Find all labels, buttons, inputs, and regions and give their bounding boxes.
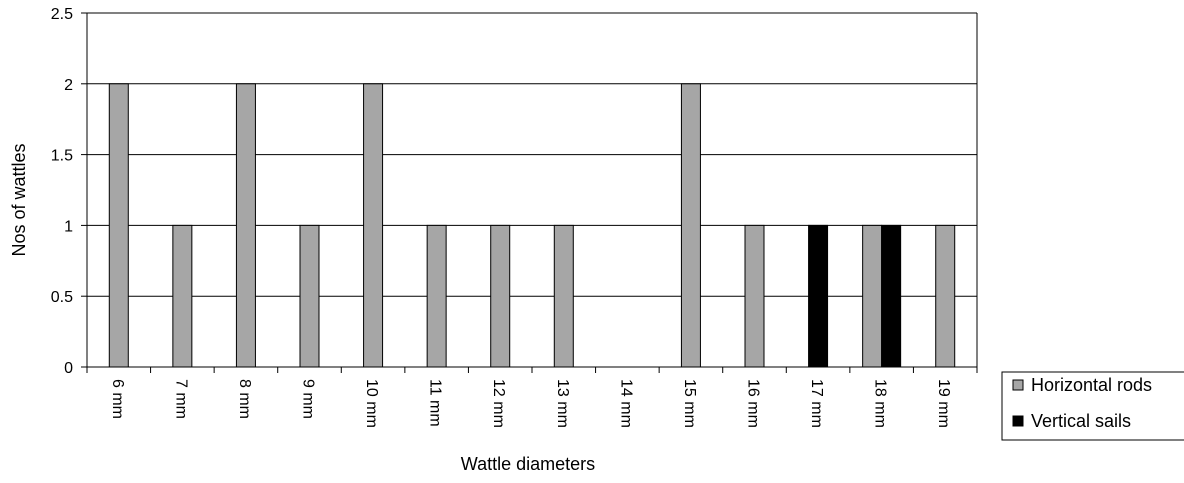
legend-swatch-vertical-sails: [1012, 415, 1024, 427]
x-tick-label: 10 mm: [363, 379, 380, 428]
x-tick-label: 7 mm: [172, 379, 189, 419]
x-tick-label: 13 mm: [554, 379, 571, 428]
x-axis-title: Wattle diameters: [461, 454, 595, 474]
legend-label-vertical-sails: Vertical sails: [1031, 411, 1131, 431]
x-tick-label: 8 mm: [236, 379, 253, 419]
gridlines: [87, 12, 977, 297]
bar-horizontal-rods: [235, 83, 256, 368]
bar-horizontal-rods: [299, 224, 320, 368]
bar-vertical-sails: [808, 224, 829, 368]
y-axis-title: Nos of wattles: [9, 143, 29, 256]
y-tick-label: 2: [64, 77, 73, 94]
x-tick-labels: 6 mm 7 mm 8 mm 9 mm 10 mm 11 mm 12 mm 13 mm 14 m…: [109, 379, 952, 428]
legend: Horizontal rods Vertical sails: [1001, 371, 1184, 441]
x-tick-label: 17 mm: [808, 379, 825, 428]
bar-horizontal-rods: [108, 83, 129, 368]
y-tick-label: 0: [64, 360, 73, 377]
legend-swatch-horizontal-rods: [1012, 379, 1024, 391]
bar-horizontal-rods: [935, 224, 956, 368]
x-tick-label: 9 mm: [300, 379, 317, 419]
bar-horizontal-rods: [553, 224, 574, 368]
x-tick-label: 19 mm: [935, 379, 952, 428]
legend-label-horizontal-rods: Horizontal rods: [1031, 375, 1152, 395]
bar-horizontal-rods: [172, 224, 193, 368]
x-tick-label: 16 mm: [745, 379, 762, 428]
bar-horizontal-rods: [862, 224, 883, 368]
bar-horizontal-rods: [680, 83, 701, 368]
bar-horizontal-rods: [426, 224, 447, 368]
x-tick-label: 18 mm: [872, 379, 889, 428]
bar-horizontal-rods: [363, 83, 384, 368]
bar-horizontal-rods: [490, 224, 511, 368]
x-tick-label: 14 mm: [617, 379, 634, 428]
y-tick-label: 1.5: [51, 148, 73, 165]
bar-vertical-sails: [881, 224, 902, 368]
axes: [86, 13, 978, 373]
y-tick-label: 2.5: [51, 6, 73, 23]
y-tick-label: 1: [64, 218, 73, 235]
bar-horizontal-rods: [744, 224, 765, 368]
x-tick-label: 6 mm: [109, 379, 126, 419]
x-tick-label: 12 mm: [490, 379, 507, 428]
x-tick-label: 15 mm: [681, 379, 698, 428]
y-tick-labels: 0 0.5 1 1.5 2 2.5: [51, 6, 87, 377]
y-tick-label: 0.5: [51, 289, 73, 306]
x-tick-label: 11 mm: [427, 379, 444, 427]
